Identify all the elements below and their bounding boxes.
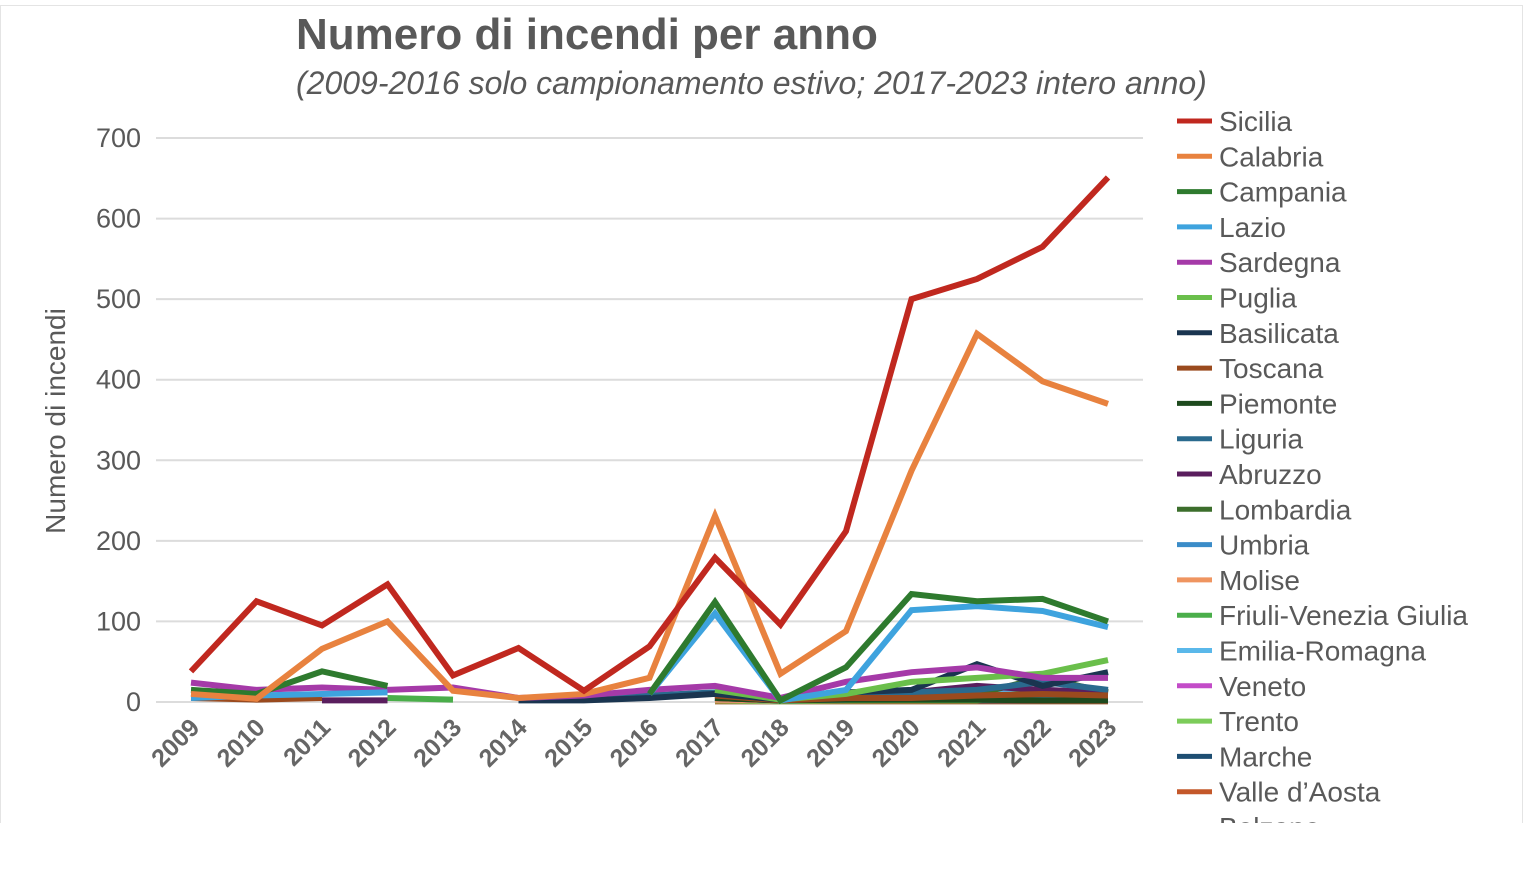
legend-item: Puglia (1177, 283, 1297, 314)
legend-item: Trento (1177, 706, 1299, 737)
series-line (190, 590, 1109, 705)
x-tick-label: 2012 (343, 713, 402, 772)
legend-item: Basilicata (1177, 318, 1339, 349)
y-tick-label: 500 (96, 284, 141, 314)
legend-item: Umbria (1177, 530, 1310, 561)
legend-item: Sardegna (1177, 247, 1341, 278)
legend-item: Friuli-Venezia Giulia (1177, 600, 1468, 631)
legend-item: Lazio (1177, 212, 1286, 243)
legend-label: Liguria (1219, 424, 1303, 455)
legend-item: Sicilia (1177, 106, 1293, 137)
legend-label: Puglia (1219, 283, 1297, 314)
legend-item: Calabria (1177, 141, 1324, 172)
x-tick-label: 2022 (998, 713, 1057, 772)
legend-label: Molise (1219, 565, 1300, 596)
chart-subtitle: (2009-2016 solo campionamento estivo; 20… (296, 65, 1207, 101)
legend-item: Valle d’Aosta (1177, 777, 1381, 808)
legend-label: Toscana (1219, 353, 1324, 384)
legend-label: Abruzzo (1219, 459, 1322, 490)
legend-label: Lazio (1219, 212, 1286, 243)
legend-label: Campania (1219, 177, 1347, 208)
legend-label: Umbria (1219, 530, 1310, 561)
legend-item: Liguria (1177, 424, 1303, 455)
x-tick-label: 2023 (1063, 713, 1122, 772)
y-tick-label: 200 (96, 526, 141, 556)
legend-label: Emilia-Romagna (1219, 636, 1426, 667)
x-tick-label: 2014 (474, 713, 533, 772)
legend-label: Calabria (1219, 141, 1324, 172)
legend-item: Toscana (1177, 353, 1324, 384)
line-chart: Numero di incendi per anno (2009-2016 so… (40, 10, 1468, 823)
y-tick-label: 700 (96, 123, 141, 153)
x-tick-label: 2018 (736, 713, 795, 772)
legend-item: Bolzano (1219, 812, 1320, 823)
legend-label: Marche (1219, 741, 1312, 772)
chart-title: Numero di incendi per anno (296, 10, 878, 59)
legend-label: Piemonte (1219, 388, 1337, 419)
y-tick-label: 100 (96, 606, 141, 636)
y-tick-label: 400 (96, 365, 141, 395)
series-calabria (190, 329, 1109, 702)
legend-item: Piemonte (1177, 388, 1337, 419)
legend-item: Emilia-Romagna (1177, 636, 1426, 667)
x-tick-label: 2020 (867, 713, 926, 772)
x-tick-label: 2016 (605, 713, 664, 772)
series-line (188, 175, 1111, 695)
legend-label: Bolzano (1219, 812, 1320, 823)
legend-item: Campania (1177, 177, 1347, 208)
legend-label: Sardegna (1219, 247, 1341, 278)
legend-label: Valle d’Aosta (1219, 777, 1381, 808)
x-tick-label: 2015 (539, 713, 598, 772)
x-tick-label: 2019 (801, 713, 860, 772)
legend-label: Friuli-Venezia Giulia (1219, 600, 1468, 631)
legend-label: Lombardia (1219, 494, 1352, 525)
x-tick-label: 2013 (408, 713, 467, 772)
legend-item: Lombardia (1177, 494, 1352, 525)
x-tick-label: 2017 (670, 713, 729, 772)
x-tick-label: 2021 (932, 713, 991, 772)
legend-item: Veneto (1177, 671, 1306, 702)
y-tick-label: 300 (96, 445, 141, 475)
x-tick-label: 2011 (278, 713, 336, 771)
legend-item: Molise (1177, 565, 1300, 596)
legend-label: Sicilia (1219, 106, 1293, 137)
series-campania (190, 590, 1109, 705)
y-axis-label: Numero di incendi (40, 308, 71, 534)
chart-frame: Numero di incendi per anno (2009-2016 so… (0, 5, 1523, 823)
x-tick-label: 2009 (146, 713, 205, 772)
legend-label: Trento (1219, 706, 1299, 737)
legend-item: Abruzzo (1177, 459, 1322, 490)
series-sicilia (188, 175, 1111, 695)
legend-label: Veneto (1219, 671, 1306, 702)
x-tick-label: 2010 (212, 713, 271, 772)
y-tick-label: 0 (126, 687, 141, 717)
legend-item: Marche (1177, 741, 1312, 772)
y-tick-label: 600 (96, 204, 141, 234)
legend-label: Basilicata (1219, 318, 1339, 349)
